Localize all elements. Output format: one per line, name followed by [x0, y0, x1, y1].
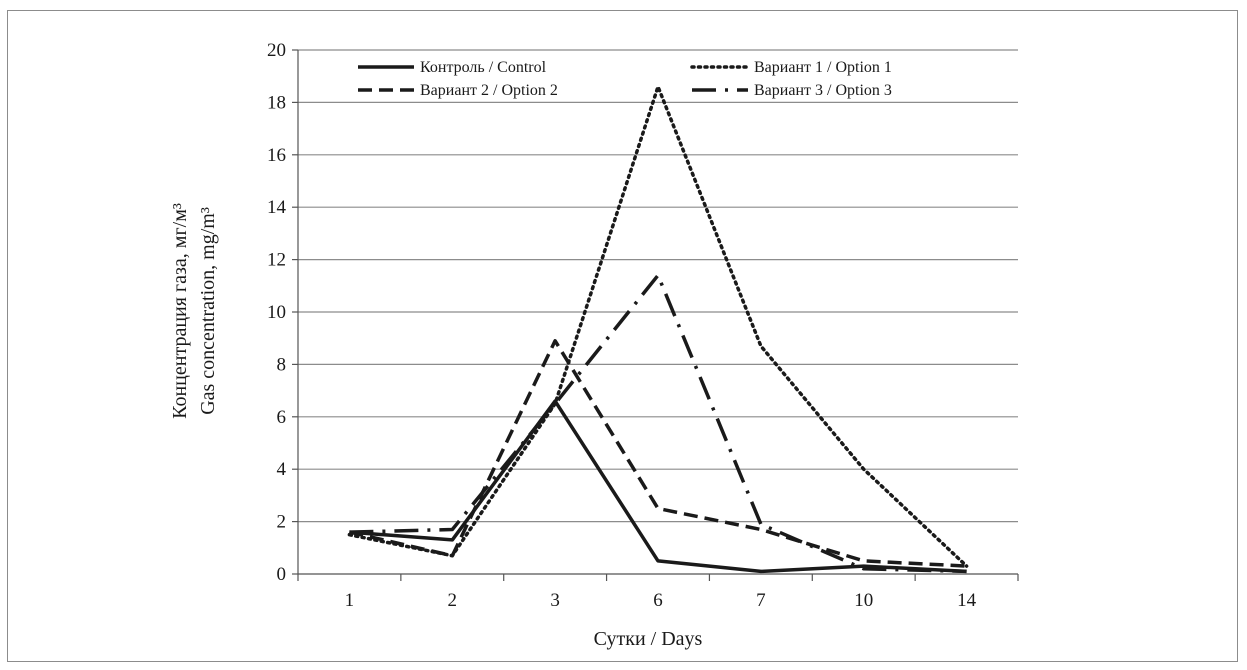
y-tick-label: 6: [277, 407, 287, 428]
y-tick-label: 20: [267, 40, 286, 61]
legend: Контроль / Control Вариант 1 / Option 1 Ва…: [358, 59, 892, 99]
series-line-1: [349, 399, 967, 574]
y-axis-title-line1: Концентрация газа, мг/м³: [169, 203, 191, 419]
legend-label-3: Вариант 2 / Option 2: [420, 82, 558, 99]
x-tick-label: 2: [448, 590, 458, 611]
y-tick-label: 18: [267, 92, 286, 113]
x-axis-title: Сутки / Days: [594, 628, 703, 650]
x-tick-label: 10: [854, 590, 873, 611]
legend-label-1: Контроль / Control: [420, 59, 547, 76]
x-tick-label: 6: [653, 590, 663, 611]
series-line-2: [347, 84, 969, 568]
y-tick-label: 2: [277, 512, 287, 533]
y-tick-label: 12: [267, 250, 286, 271]
y-tick-label: 4: [277, 459, 287, 480]
y-tick-label: 14: [267, 197, 287, 218]
y-tick-label: 10: [267, 302, 286, 323]
gridlines: [298, 49, 1018, 523]
x-tick-label: 3: [550, 590, 560, 611]
series-line-4: [349, 273, 967, 574]
y-tick-label: 8: [277, 354, 287, 375]
series-line-3: [349, 339, 967, 568]
series-lines: [347, 84, 969, 574]
x-tick-label: 14: [957, 590, 977, 611]
legend-label-2: Вариант 1 / Option 1: [754, 59, 892, 76]
x-tick-label: 7: [756, 590, 766, 611]
y-tick-label: 0: [277, 564, 287, 585]
y-tick-label: 16: [267, 145, 286, 166]
y-axis-title-line2: Gas concentration, mg/m³: [197, 207, 219, 415]
legend-label-4: Вариант 3 / Option 3: [754, 82, 892, 99]
x-tick-label: 1: [345, 590, 355, 611]
chart-frame: [7, 10, 1238, 662]
